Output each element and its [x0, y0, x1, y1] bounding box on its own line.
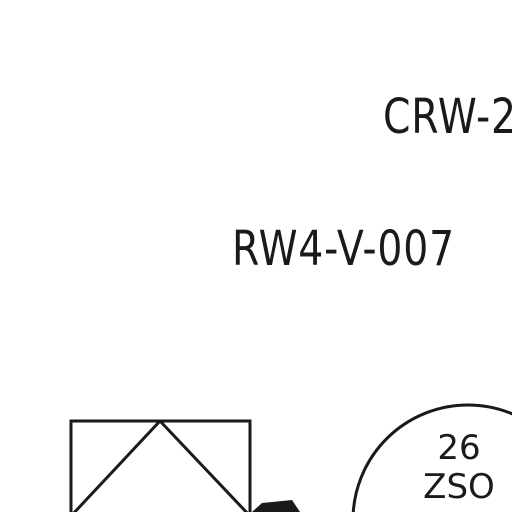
instrument-bubble [351, 403, 512, 512]
instrument-number: 26 [437, 428, 480, 468]
instrument-function: ZSO [423, 467, 495, 507]
valve-right-diagonal [158, 419, 249, 512]
valve-symbol [69, 419, 252, 512]
connector-wedge [252, 500, 300, 512]
line-tag-label: CRW-2 [383, 89, 512, 145]
valve-tag-label: RW4-V-007 [232, 221, 455, 277]
valve-body-rect [69, 419, 252, 512]
valve-left-diagonal [72, 419, 162, 512]
